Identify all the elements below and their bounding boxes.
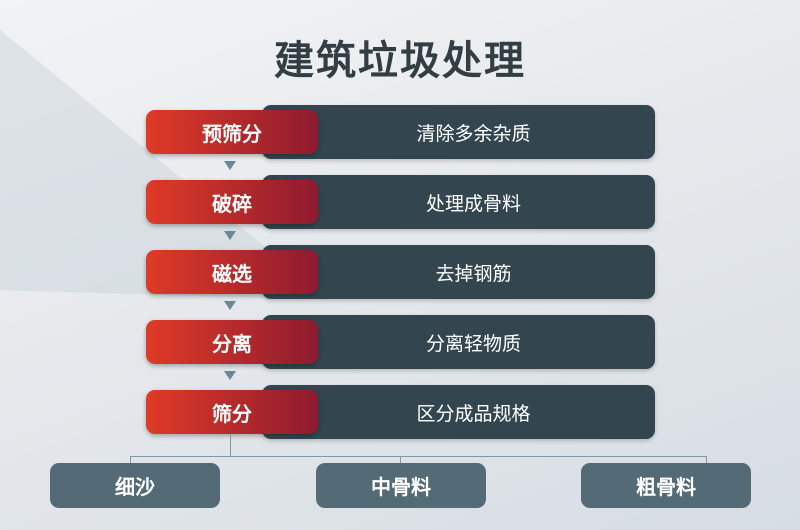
step-label: 预筛分 (146, 110, 318, 154)
step-description: 分离轻物质 (262, 315, 655, 369)
connector-line (130, 456, 131, 463)
connector-line (706, 456, 707, 463)
output-coarse-aggregate: 粗骨料 (581, 463, 751, 508)
step-description: 去掉钢筋 (262, 245, 655, 299)
arrow-down-icon (224, 231, 236, 240)
output-fine-sand: 细沙 (50, 463, 220, 508)
step-label: 磁选 (146, 250, 318, 294)
step-label: 分离 (146, 320, 318, 364)
connector-line (130, 456, 707, 457)
connector-line (400, 456, 401, 463)
step-description: 清除多余杂质 (262, 105, 655, 159)
step-label: 破碎 (146, 180, 318, 224)
step-crushing: 处理成骨料 破碎 (0, 175, 800, 231)
step-description: 区分成品规格 (262, 385, 655, 439)
step-separation: 分离轻物质 分离 (0, 315, 800, 371)
arrow-down-icon (224, 371, 236, 380)
arrow-down-icon (224, 161, 236, 170)
step-screening: 区分成品规格 筛分 (0, 385, 800, 441)
output-medium-aggregate: 中骨料 (316, 463, 486, 508)
page-title: 建筑垃圾处理 (274, 39, 526, 83)
step-pre-screening: 清除多余杂质 预筛分 (0, 105, 800, 161)
arrow-down-icon (224, 301, 236, 310)
step-magnetic-separation: 去掉钢筋 磁选 (0, 245, 800, 301)
step-label: 筛分 (146, 390, 318, 434)
step-description: 处理成骨料 (262, 175, 655, 229)
connector-line (230, 434, 231, 456)
